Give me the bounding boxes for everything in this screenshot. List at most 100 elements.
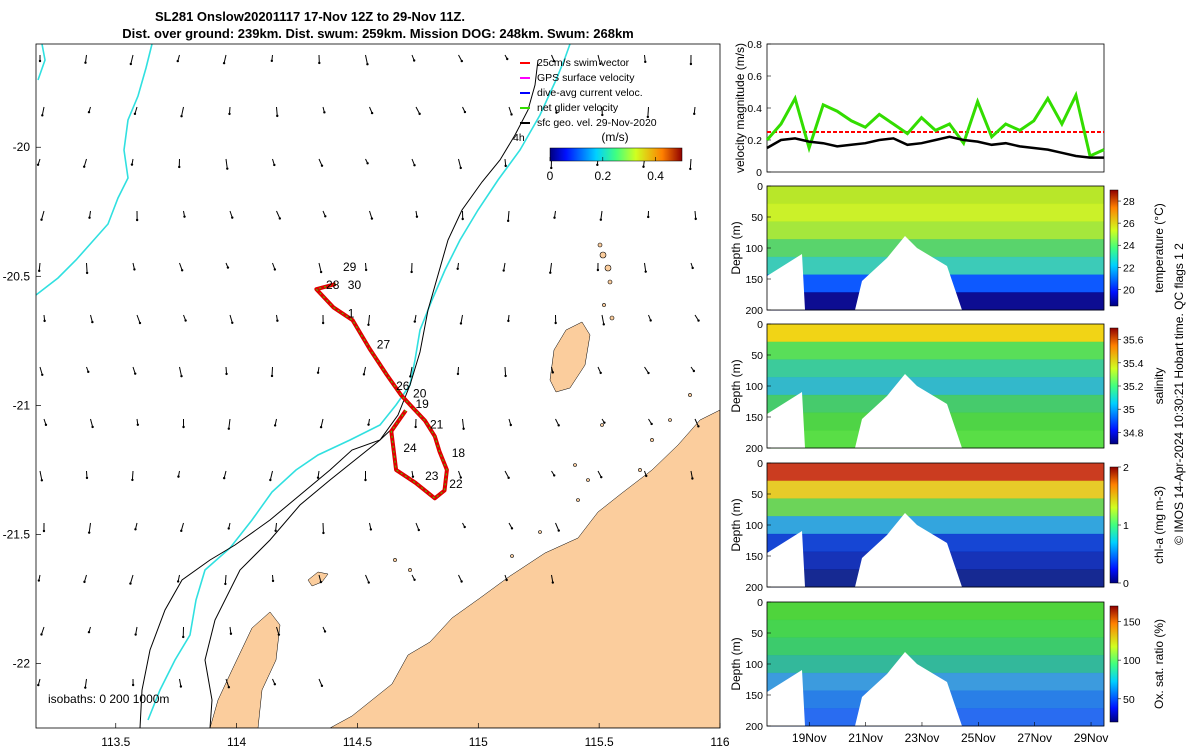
current-vector-head [510,113,512,115]
copyright-note: © IMOS 14-Apr-2024 10:30:21 Hobart time.… [1172,243,1186,545]
profile-colorbar-tick-label: 28 [1123,196,1135,208]
profile-colorbar-tick-label: 50 [1123,694,1135,706]
current-vector-head [507,477,509,479]
current-vector-head [86,477,88,479]
current-vector-head [317,372,319,374]
current-vector-head [130,63,132,65]
current-vector-head [134,528,136,530]
current-vector-head [649,319,651,321]
colorbar-tick-label: 0.2 [594,169,611,183]
current-vector-head [43,320,45,322]
current-vector [648,107,649,117]
depth-tick-label: 100 [745,381,763,393]
current-vector-head [599,372,601,374]
current-vector-head [323,111,325,113]
current-vector-head [41,479,43,481]
current-vector-head [321,685,323,687]
colorbar-gradient [550,148,682,161]
current-vector-head [177,580,179,582]
current-vector-head [695,218,697,220]
current-vector-head [410,271,412,273]
current-vector-head [645,475,647,477]
time-tick-label: 23Nov [905,731,940,745]
day-label: 28 [326,278,340,292]
current-vector-head [223,62,225,64]
current-vector-head [183,215,185,217]
day-label: 30 [348,278,362,292]
profile-colorbar-tick-label: 35.4 [1123,358,1144,370]
profile-depth-band [767,359,1104,377]
current-vector-head [274,530,276,532]
profile-colorbar-tick-label: 1 [1123,520,1129,532]
current-vector-head [506,58,508,60]
map-x-tick-label: 116 [710,735,729,749]
current-vector-head [457,373,459,375]
profile-variable-label: salinity [1152,368,1166,405]
current-vector-head [39,60,41,62]
current-vector-head [691,477,693,479]
velocity-ylabel: velocity magnitude (m/s) [733,43,747,173]
current-vector-head [554,322,556,324]
current-vector-head [45,424,47,426]
profile-colorbar-tick-label: 35.6 [1123,335,1144,347]
depth-tick-label: 200 [745,582,763,594]
current-vector-head [370,528,372,530]
current-vector-head [84,62,86,64]
current-vector-head [43,530,45,532]
velocity-panel: 00.20.40.60.8 velocity magnitude (m/s) [733,39,1104,179]
current-vector-head [460,167,462,169]
time-tick-label: 21Nov [848,731,883,745]
depth-tick-label: 50 [751,628,763,640]
profile-colorbar-tick-label: 26 [1123,218,1135,230]
profile-colorbar-tick-label: 35 [1123,404,1135,416]
depth-tick-label: 50 [751,489,763,501]
current-vector-head [553,217,555,219]
current-vector-head [690,63,692,65]
current-vector-head [601,114,603,116]
current-vector-head [137,424,139,426]
depth-tick-label: 50 [751,212,763,224]
current-vector-head [596,164,598,166]
current-vector-head [697,425,699,427]
current-vector-head [504,375,506,377]
current-vector-head [88,111,90,113]
current-vector-head [366,63,368,65]
day-label: 19 [415,397,429,411]
current-vector-head [321,165,323,167]
colorbar-tick-label: 0.4 [647,169,664,183]
current-vector-head [134,113,136,115]
current-vector-head [180,115,182,117]
current-vector-head [689,168,691,170]
day-label: 24 [403,441,417,455]
current-vector-head [366,162,368,164]
current-vector-head [368,581,370,583]
current-vector-head [84,686,86,688]
current-vector-head [132,684,134,686]
profile-colorbar-tick-label: 100 [1123,655,1141,667]
legend-label: net glider velocity [537,102,619,114]
current-vector-head [320,426,322,428]
current-vector-head [231,216,233,218]
current-vector-head [276,115,278,117]
profile-colorbar-tick-label: 20 [1123,284,1135,296]
current-vector-head [228,686,230,688]
current-vector-head [223,477,225,479]
current-vector-head [462,428,464,430]
current-vector-head [507,320,509,322]
current-vector-head [558,529,560,531]
current-vector-head [178,166,180,168]
current-vector-head [557,424,559,426]
current-vector-head [553,474,555,476]
velocity-y-tick-label: 0 [756,167,762,179]
current-vector-head [226,167,228,169]
current-vector-head [271,375,273,377]
current-vector-head [271,60,273,62]
current-vector-head [502,269,504,271]
profile-colorbar [1110,606,1118,722]
map-y-tick-label: -20 [13,140,31,154]
current-vector-head [87,371,89,373]
current-vector-head [88,531,90,533]
current-vector-head [464,526,466,528]
current-vector-head [505,579,507,581]
